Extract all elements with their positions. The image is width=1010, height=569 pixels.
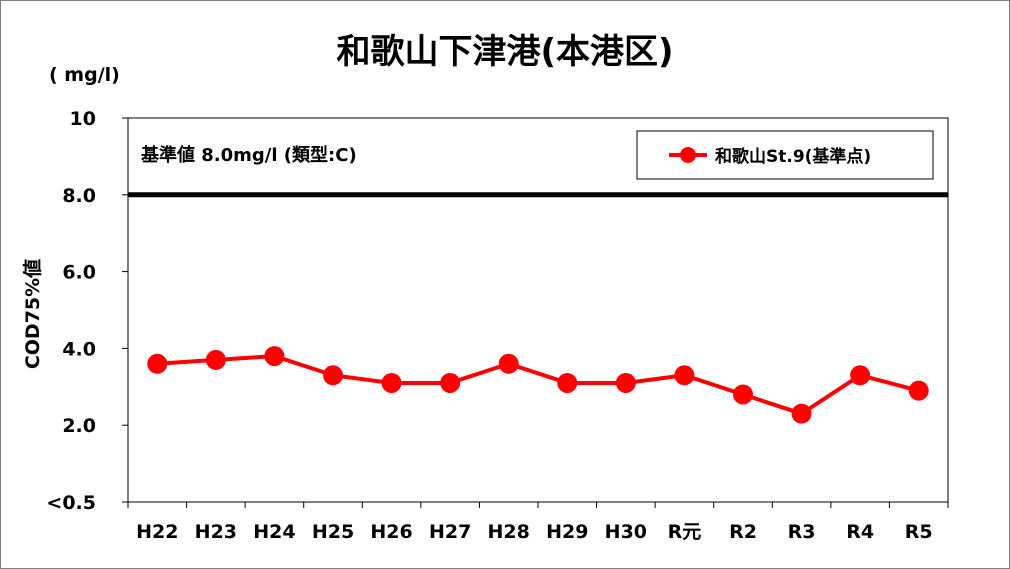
y-unit-label: ( mg/l) bbox=[49, 64, 120, 86]
y-tick-label: 6.0 bbox=[62, 262, 96, 284]
x-tick-label: H28 bbox=[488, 521, 530, 543]
legend-marker-swatch bbox=[680, 147, 696, 163]
data-point bbox=[381, 372, 402, 393]
data-point bbox=[615, 372, 636, 393]
data-point bbox=[498, 353, 519, 374]
y-axis: 10 8.0 6.0 4.0 2.0 <0.5 bbox=[46, 108, 128, 514]
x-axis: H22 H23 H24 H25 H26 H27 H28 H29 H30 R元 R2 R3 R4 R5 bbox=[127, 502, 949, 543]
x-tick-label: H27 bbox=[429, 521, 471, 543]
data-point bbox=[264, 346, 285, 367]
x-tick-label: H30 bbox=[605, 521, 647, 543]
y-tick-label: 2.0 bbox=[62, 415, 96, 437]
x-tick-label: R5 bbox=[905, 521, 933, 543]
series-layer bbox=[147, 346, 929, 424]
x-tick-label: R4 bbox=[846, 521, 874, 543]
data-point bbox=[908, 380, 929, 401]
x-tick-label: R2 bbox=[729, 521, 757, 543]
data-point bbox=[791, 403, 812, 424]
data-point bbox=[205, 349, 226, 370]
x-tick-label: H26 bbox=[370, 521, 412, 543]
chart-title: 和歌山下津港(本港区) bbox=[336, 32, 673, 72]
legend: 和歌山St.9(基準点) bbox=[636, 130, 934, 180]
legend-label: 和歌山St.9(基準点) bbox=[715, 146, 871, 167]
y-tick-label: 10 bbox=[70, 108, 96, 130]
data-point bbox=[557, 372, 578, 393]
x-tick-label: H25 bbox=[312, 521, 354, 543]
data-point bbox=[733, 384, 753, 405]
x-tick-label: H29 bbox=[546, 521, 588, 543]
x-tick-label: H22 bbox=[136, 521, 178, 543]
series-line bbox=[157, 354, 920, 416]
y-tick-label: 4.0 bbox=[62, 338, 96, 360]
data-point bbox=[440, 372, 461, 393]
y-tick-label: <0.5 bbox=[46, 492, 96, 514]
y-tick-label: 8.0 bbox=[62, 185, 96, 207]
x-tick-label: R元 bbox=[668, 521, 702, 543]
x-tick-label: H24 bbox=[253, 521, 295, 543]
y-axis-label: COD75%値 bbox=[22, 259, 44, 369]
data-point bbox=[674, 365, 695, 386]
data-point bbox=[850, 365, 871, 386]
data-point bbox=[323, 365, 343, 386]
standard-text: 基準値 8.0mg/l (類型:C) bbox=[140, 144, 357, 166]
x-tick-label: R3 bbox=[788, 521, 816, 543]
x-tick-label: H23 bbox=[195, 521, 237, 543]
plot-area bbox=[127, 117, 949, 503]
data-point bbox=[147, 353, 168, 374]
